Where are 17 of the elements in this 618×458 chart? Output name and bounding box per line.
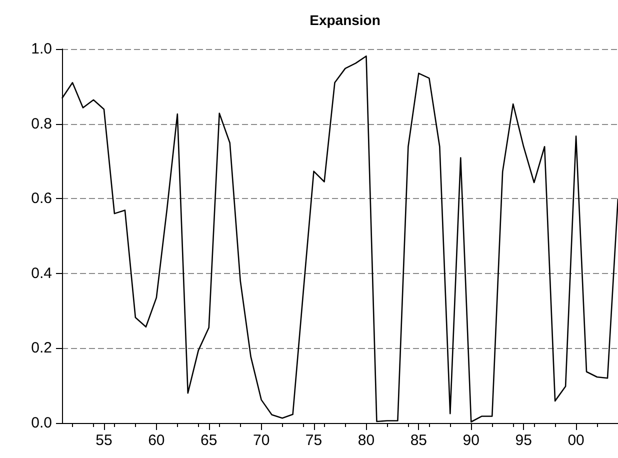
x-tick-label: 65 [200,432,218,449]
x-tick-label: 85 [410,432,428,449]
y-tick-label: 0.0 [31,414,52,432]
x-tick-label: 70 [252,432,270,449]
x-tick-label: 90 [462,432,480,449]
x-tick-label: 60 [148,432,165,449]
x-tick-label: 75 [305,432,322,449]
y-tick-label: 0.4 [31,264,52,282]
x-tick-label: 55 [96,432,112,449]
x-tick-label: 00 [568,432,584,449]
y-tick-label: 0.8 [31,115,52,132]
y-tick-label: 1.0 [31,40,52,58]
x-tick-label: 95 [515,432,532,449]
chart-title: Expansion [310,12,380,28]
x-tick-label: 80 [358,432,375,449]
y-tick-label: 0.2 [31,340,52,357]
y-tick-label: 0.6 [31,190,52,208]
